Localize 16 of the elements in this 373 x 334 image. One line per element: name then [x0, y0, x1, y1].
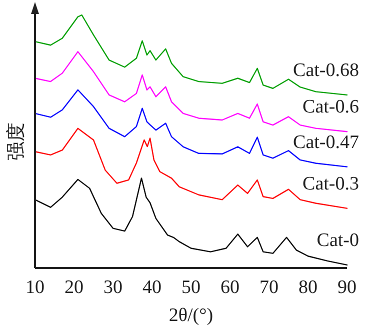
- x-tick-label: 60: [220, 277, 240, 298]
- series-label: Cat-0.6: [302, 96, 359, 118]
- y-axis-title: 强度: [5, 122, 27, 160]
- x-tick-label: 40: [142, 277, 162, 298]
- x-tick-label: 50: [182, 277, 200, 298]
- x-tick-label: 10: [26, 277, 44, 298]
- x-tick-label: 80: [298, 277, 318, 298]
- series-label: Cat-0: [316, 230, 359, 251]
- x-tick-label: 30: [104, 277, 122, 298]
- x-axis-title: 2θ/(°): [168, 305, 214, 326]
- x-tick-label: 90: [338, 277, 356, 298]
- series-label: Cat-0.68: [293, 60, 359, 81]
- series-label: Cat-0.47: [293, 132, 359, 153]
- x-tick-label: 20: [64, 277, 84, 298]
- series-label: Cat-0.3: [302, 173, 359, 194]
- x-tick-label: 70: [260, 277, 278, 298]
